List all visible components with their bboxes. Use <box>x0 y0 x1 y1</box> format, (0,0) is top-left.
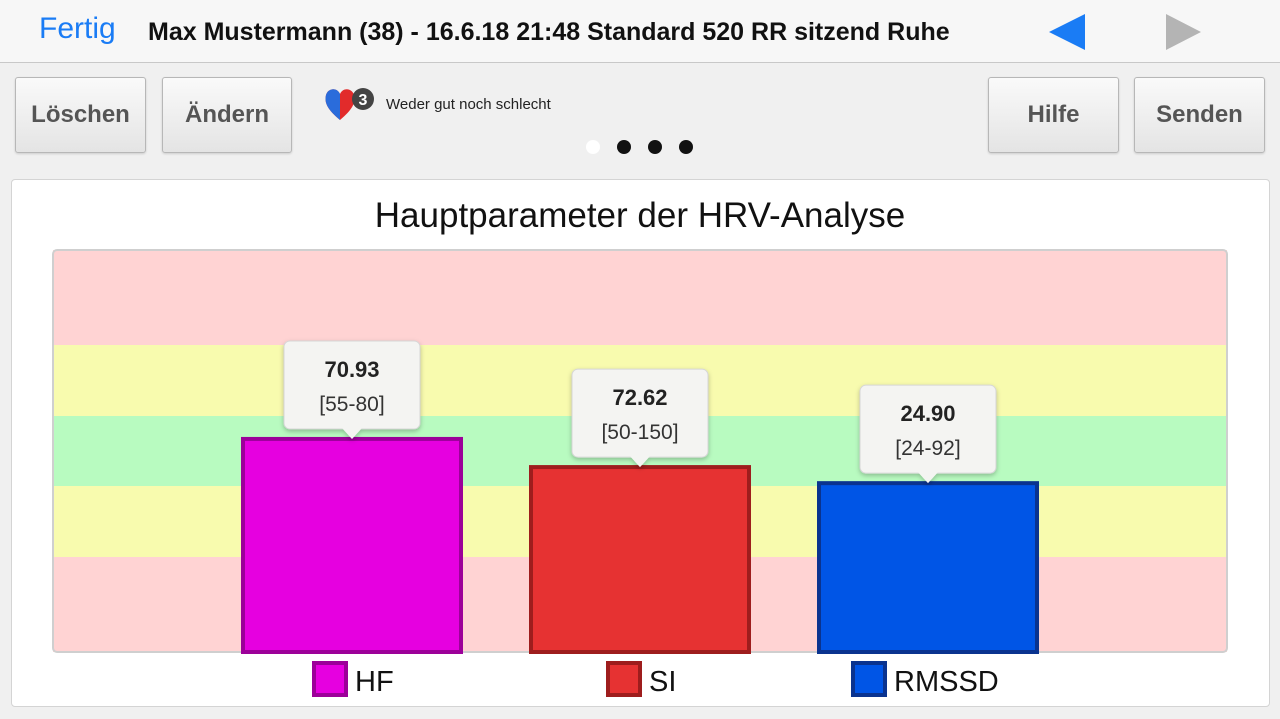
edit-button[interactable]: Ändern <box>162 77 292 153</box>
value-callout <box>859 384 997 484</box>
value-label: 24.90 <box>900 401 955 426</box>
callout-pointer <box>342 427 362 439</box>
callout-pointer <box>630 456 650 468</box>
page-indicator[interactable] <box>586 140 693 154</box>
legend-swatch-hf <box>312 661 348 697</box>
value-label: 72.62 <box>612 385 667 410</box>
page-dot[interactable] <box>648 140 662 154</box>
rating-badge: 3 <box>359 92 368 109</box>
callout-pointer <box>918 472 938 484</box>
help-button[interactable]: Hilfe <box>988 77 1119 153</box>
heart-rating-icon: 3 <box>322 84 378 124</box>
legend-label-si: SI <box>649 666 676 698</box>
rating-label: Weder gut noch schlecht <box>386 95 551 113</box>
rating-status: 3 Weder gut noch schlecht <box>322 84 551 124</box>
page-dot[interactable] <box>586 140 600 154</box>
range-label: [24-92] <box>895 437 960 460</box>
value-callout <box>283 340 421 439</box>
bar-hf <box>241 436 463 654</box>
send-button[interactable]: Senden <box>1134 77 1265 153</box>
triangle-right-icon[interactable] <box>1163 12 1203 52</box>
legend-swatch-si <box>606 661 642 697</box>
value-callout <box>571 368 709 468</box>
delete-button[interactable]: Löschen <box>15 77 146 153</box>
legend-swatch-rmssd <box>851 661 887 697</box>
page-dot[interactable] <box>617 140 631 154</box>
triangle-left-icon[interactable] <box>1047 12 1087 52</box>
navigation-bar: Fertig Max Mustermann (38) - 16.6.18 21:… <box>0 0 1280 63</box>
measurement-title: Max Mustermann (38) - 16.6.18 21:48 Stan… <box>148 18 950 46</box>
chart-title: Hauptparameter der HRV-Analyse <box>374 196 906 235</box>
bar-si <box>529 465 751 654</box>
range-label: [50-150] <box>601 421 678 444</box>
bar-rmssd <box>817 481 1039 654</box>
legend-label-rmssd: RMSSD <box>894 666 999 698</box>
page-dot[interactable] <box>679 140 693 154</box>
background-band <box>53 250 1227 345</box>
legend-label-hf: HF <box>355 666 394 698</box>
done-button[interactable]: Fertig <box>39 12 116 45</box>
range-label: [55-80] <box>319 393 384 416</box>
value-label: 70.93 <box>324 357 379 382</box>
